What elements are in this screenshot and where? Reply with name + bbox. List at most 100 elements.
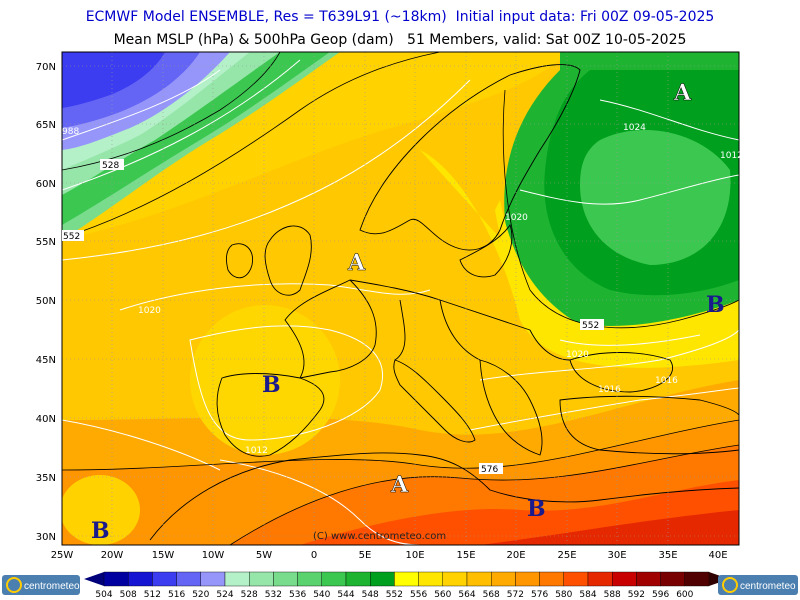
colorbar-swatch — [684, 571, 710, 587]
colorbar-tick-label: 528 — [241, 590, 258, 600]
geo-label: 576 — [481, 465, 498, 475]
colorbar-tick-label: 556 — [410, 590, 427, 600]
coastlines — [149, 64, 739, 541]
colorbar-left-arrow — [84, 572, 104, 586]
latitude-labels: 70N 65N 60N 55N 50N 45N 40N 35N 30N — [36, 62, 56, 543]
colorbar-tick-label: 544 — [337, 590, 354, 600]
colorbar-swatch — [491, 571, 516, 587]
graticule — [62, 52, 739, 545]
isobar-label: 1020 — [566, 350, 589, 360]
colorbar-swatch — [636, 571, 661, 587]
colorbar-tick-label: 580 — [555, 590, 572, 600]
map-title-line2: Mean MSLP (hPa) & 500hPa Geop (dam) 51 M… — [113, 32, 687, 48]
isobar-labels: 988 1024 1012 1020 1020 1020 1016 1016 1… — [62, 123, 743, 456]
low-pressure-label: B — [527, 496, 546, 522]
map-frame — [61, 51, 740, 546]
logo-icon — [6, 577, 22, 593]
colorbar-swatch — [539, 571, 564, 587]
isobar-label: 1020 — [505, 213, 528, 223]
colorbar-swatch — [248, 571, 274, 587]
colorbar-swatch — [515, 571, 540, 587]
logo-text: centrometeo — [740, 581, 796, 592]
isobar-label: 1020 — [138, 306, 161, 316]
colorbar-swatch — [273, 571, 298, 587]
colorbar-tick-label: 504 — [95, 590, 112, 600]
colorbar-swatch — [103, 571, 129, 587]
colorbar-swatch — [176, 571, 202, 587]
colorbar-swatch — [587, 571, 613, 587]
colorbar-swatch — [370, 571, 395, 587]
geo-label: 552 — [582, 321, 599, 331]
colorbar-swatch — [394, 571, 419, 587]
isobar-label: 1016 — [655, 376, 678, 386]
low-pressure-label: B — [91, 518, 110, 544]
logo-right: centrometeo — [718, 575, 798, 595]
pressure-centers: A A A B B B B — [91, 80, 725, 544]
colorbar-swatch — [660, 571, 685, 587]
colorbar: 504 508 512 516 520 524 528 532 536 540 544 548 552 5… — [84, 571, 729, 600]
colorbar-tick-label: 572 — [507, 590, 524, 600]
colorbar-tick-label: 536 — [289, 590, 306, 600]
colorbar-swatch — [345, 571, 371, 587]
colorbar-swatch — [563, 571, 589, 587]
longitude-labels: 25W 20W 15W 10W 5W 0 5E 10E 15E 20E 25E … — [51, 550, 728, 561]
lon-label: 10E — [405, 550, 424, 561]
colorbar-tick-label: 516 — [168, 590, 185, 600]
geopotential-labels: 528 552 552 576 — [62, 159, 604, 475]
colorbar-tick-label: 596 — [652, 590, 669, 600]
colorbar-tick-label: 532 — [265, 590, 282, 600]
lon-label: 30E — [607, 550, 626, 561]
colorbar-swatch — [442, 571, 468, 587]
colorbar-swatch — [152, 571, 177, 587]
lat-label: 60N — [36, 179, 56, 190]
lon-label: 20W — [101, 550, 124, 561]
lon-label: 10W — [202, 550, 225, 561]
colorbar-tick-label: 524 — [216, 590, 233, 600]
lon-label: 15W — [152, 550, 175, 561]
geopotential-contours — [62, 52, 739, 545]
colorbar-tick-label: 552 — [386, 590, 403, 600]
lat-label: 35N — [36, 473, 56, 484]
colorbar-tick-label: 564 — [458, 590, 475, 600]
colorbar-tick-label: 560 — [434, 590, 451, 600]
colorbar-swatch — [224, 571, 250, 587]
isobar-label: 1024 — [623, 123, 646, 133]
colorbar-swatch — [466, 571, 492, 587]
lon-label: 35E — [658, 550, 677, 561]
lon-label: 20E — [506, 550, 525, 561]
colorbar-tick-label: 520 — [192, 590, 209, 600]
lat-label: 55N — [36, 237, 56, 248]
colorbar-swatch — [418, 571, 444, 587]
low-pressure-label: B — [262, 372, 281, 398]
colorbar-tick-label: 588 — [604, 590, 621, 600]
low-pressure-label: B — [706, 292, 725, 318]
map-title-line1: ECMWF Model ENSEMBLE, Res = T639L91 (~18… — [85, 9, 715, 25]
copyright-text: (C) www.centrometeo.com — [313, 531, 446, 542]
colorbar-tick-label: 548 — [362, 590, 379, 600]
colorbar-tick-label: 584 — [579, 590, 596, 600]
lat-label: 45N — [36, 355, 56, 366]
colorbar-swatch — [612, 571, 637, 587]
lat-label: 30N — [36, 532, 56, 543]
geo-label: 528 — [102, 161, 119, 171]
lon-label: 5W — [256, 550, 272, 561]
lon-label: 25E — [557, 550, 576, 561]
lon-label: 5E — [359, 550, 372, 561]
colorbar-tick-label: 508 — [120, 590, 137, 600]
colorbar-tick-label: 540 — [313, 590, 330, 600]
isobar-label: 1012 — [245, 446, 268, 456]
colorbar-tick-label: 568 — [483, 590, 500, 600]
colorbar-swatch — [297, 571, 323, 587]
lat-label: 40N — [36, 414, 56, 425]
isobars — [62, 59, 739, 545]
isobar-label: 1016 — [598, 385, 621, 395]
colorbar-swatch — [200, 571, 226, 587]
lon-label: 0 — [311, 550, 317, 561]
lat-label: 65N — [36, 120, 56, 131]
logo-left: centrometeo — [2, 575, 80, 595]
colorbar-tick-label: 600 — [676, 590, 693, 600]
colorbar-tick-label: 576 — [531, 590, 548, 600]
high-pressure-label: A — [673, 80, 692, 106]
isobar-label: 988 — [62, 127, 79, 137]
